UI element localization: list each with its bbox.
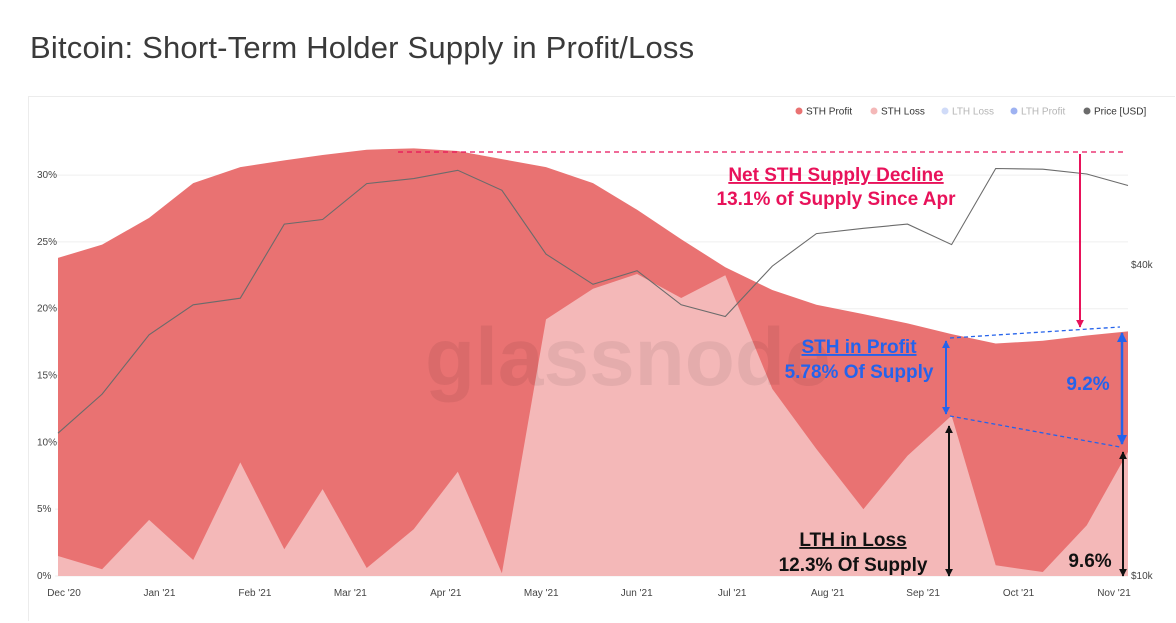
sth-profit-subtext: 5.78% Of Supply <box>785 362 934 383</box>
legend-label: Price [USD] <box>1094 107 1146 118</box>
legend-swatch <box>1010 107 1018 115</box>
price-layer <box>57 167 1129 434</box>
legend-swatch <box>795 107 803 115</box>
x-tick-label: Jun '21 <box>621 588 653 599</box>
area-layer <box>58 148 1128 576</box>
legend-label: LTH Loss <box>952 107 994 118</box>
lth-loss-subtext: 12.3% Of Supply <box>779 555 928 576</box>
y-tick-label: 0% <box>37 571 52 582</box>
annotation-sth-profit: STH in Profit 5.78% Of Supply 9.2% <box>785 326 1127 448</box>
y-tick-label: 10% <box>37 437 57 448</box>
y-tick-label: 15% <box>37 371 57 382</box>
sth-profit-bottom-dashed <box>949 415 1121 448</box>
x-tick-label: Sep '21 <box>906 588 940 599</box>
legend-swatch <box>941 107 949 115</box>
legend-item[interactable]: LTH Loss <box>941 107 995 118</box>
net-sth-heading: Net STH Supply Decline <box>728 165 943 186</box>
sth-loss-area <box>58 274 1128 576</box>
y2-tick-label: $10k <box>1131 571 1154 582</box>
chart-title: Bitcoin: Short-Term Holder Supply in Pro… <box>30 30 695 65</box>
x-tick-label: Jul '21 <box>718 588 747 599</box>
x-tick-label: Oct '21 <box>1003 588 1035 599</box>
y2-tick-label: $40k <box>1131 260 1154 271</box>
x-tick-label: Jan '21 <box>143 588 175 599</box>
right-black-label: 9.6% <box>1068 551 1111 572</box>
x-tick-label: Aug '21 <box>811 588 845 599</box>
x-tick-label: May '21 <box>524 588 559 599</box>
x-tick-label: Mar '21 <box>334 588 367 599</box>
annotation-net-sth: Net STH Supply Decline 13.1% of Supply S… <box>398 151 1125 328</box>
x-tick-label: Feb '21 <box>238 588 271 599</box>
legend-item[interactable]: STH Loss <box>870 107 925 118</box>
legend-item[interactable]: Price [USD] <box>1083 107 1147 118</box>
legend-label: STH Loss <box>881 107 925 118</box>
legend-item[interactable]: LTH Profit <box>1010 107 1066 118</box>
net-sth-subtext: 13.1% of Supply Since Apr <box>717 189 957 210</box>
x-tick-label: Dec '20 <box>47 588 81 599</box>
right-blue-label: 9.2% <box>1066 374 1109 395</box>
legend-swatch <box>870 107 878 115</box>
legend-label: STH Profit <box>806 107 852 118</box>
y-tick-label: 25% <box>37 237 57 248</box>
legend: STH Profit STH Loss LTH Loss LTH Profit Pric… <box>795 107 1147 118</box>
legend-item[interactable]: STH Profit <box>795 107 853 118</box>
chart-frame <box>28 96 1175 621</box>
watermark: glassnode <box>425 312 831 403</box>
annotation-lth-loss: LTH in Loss 12.3% Of Supply 9.6% <box>779 425 1127 577</box>
sth-profit-heading: STH in Profit <box>801 337 917 358</box>
legend-label: LTH Profit <box>1021 107 1065 118</box>
y-tick-label: 20% <box>37 304 57 315</box>
sth-profit-top-dashed <box>949 326 1121 339</box>
x-tick-label: Nov '21 <box>1097 588 1131 599</box>
price-line <box>57 167 1129 434</box>
lth-loss-heading: LTH in Loss <box>799 530 906 551</box>
y-tick-label: 5% <box>37 504 52 515</box>
x-tick-label: Apr '21 <box>430 588 462 599</box>
y-tick-label: 30% <box>37 170 57 181</box>
axis-layer: 0% 5% 10% 15% 20% 25% 30% Dec '20 Jan '21 Feb '21… <box>37 170 1154 599</box>
legend-swatch <box>1083 107 1091 115</box>
